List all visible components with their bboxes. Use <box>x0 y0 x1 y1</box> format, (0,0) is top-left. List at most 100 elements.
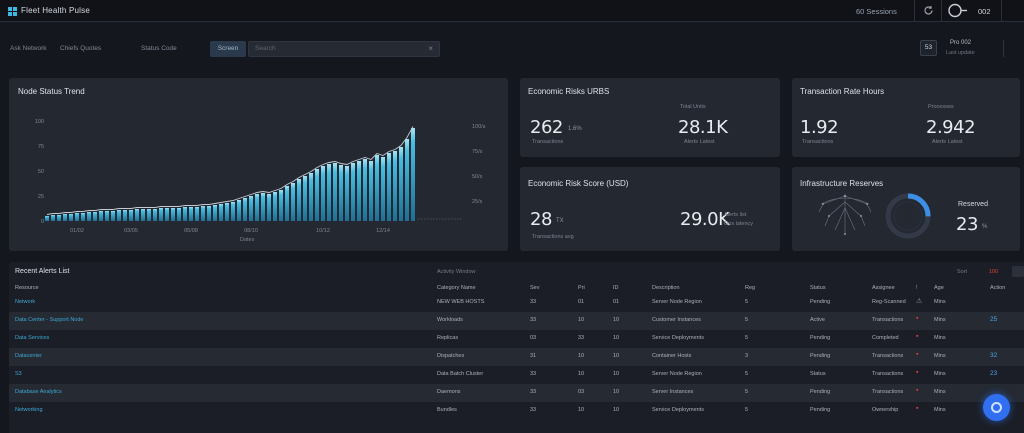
table-cell: Service Deployments <box>652 407 704 413</box>
table-row[interactable]: Datacenter Dispatches 31 10 10 Container Host… <box>9 348 1024 366</box>
table-cell: Replicas <box>437 335 459 341</box>
filter-chip[interactable]: Screen <box>210 41 246 57</box>
reserved-label: Reserved <box>958 201 988 208</box>
column-header[interactable]: Sev <box>530 285 540 291</box>
card-caption: Transactions <box>802 139 834 145</box>
bar <box>81 213 85 221</box>
table-row[interactable]: Data Services Replicas 03 33 10 Service Deplo… <box>9 330 1024 348</box>
table-row[interactable]: Data Center - Support Node Workloads 33 10 1… <box>9 312 1024 330</box>
column-header[interactable]: Pri <box>578 285 585 291</box>
bar <box>351 163 355 221</box>
search-box: × <box>248 41 440 57</box>
bar <box>405 139 409 221</box>
count-indicator[interactable]: 002 <box>978 7 991 16</box>
bar <box>159 208 163 221</box>
bar <box>357 161 361 221</box>
table-cell: 10 <box>578 407 585 413</box>
nav-chiefs-quotes[interactable]: Chiefs Quotes <box>60 45 102 52</box>
chart-title: Node Status Trend <box>18 87 85 96</box>
resource-link[interactable]: Data Center - Support Node <box>15 317 84 323</box>
table-cell: Transactions <box>872 389 904 395</box>
nav-status-code[interactable]: Status Code <box>141 45 177 52</box>
fab-button[interactable] <box>983 394 1010 421</box>
resource-link[interactable]: Data Services <box>15 335 50 341</box>
y2-tick-label: 100/s <box>472 124 486 130</box>
column-header[interactable]: Description <box>652 285 680 291</box>
table-cell: Mins <box>934 299 946 305</box>
bar <box>243 198 247 221</box>
y-tick-label: 50 <box>38 169 44 175</box>
bar <box>369 161 373 221</box>
bar <box>105 211 109 221</box>
bar <box>57 215 61 221</box>
bar <box>123 210 127 221</box>
table-cell: 01 <box>578 299 585 305</box>
bar <box>399 147 403 221</box>
table-cell: Service Deployments <box>652 335 704 341</box>
refresh-icon[interactable] <box>922 4 935 17</box>
table-cell: Transactions <box>872 371 904 377</box>
row-action-count[interactable]: 32 <box>990 352 998 359</box>
alert-icon: ▪ <box>916 405 919 412</box>
table-cell: Mins <box>934 335 946 341</box>
alert-icon: ▪ <box>916 351 919 358</box>
card-title: Infrastructure Reserves <box>800 179 884 188</box>
bar <box>87 212 91 221</box>
reserved-value: 23 <box>956 214 978 235</box>
search-input[interactable] <box>255 45 415 52</box>
table-cell: 10 <box>578 353 585 359</box>
card-caption: Transactions avg <box>532 234 574 240</box>
column-header[interactable]: Status <box>810 285 826 291</box>
row-action-count[interactable]: 25 <box>990 316 998 323</box>
sort-label[interactable]: Sort <box>957 269 968 275</box>
table-cell: 33 <box>530 299 537 305</box>
card-note: Ops latency <box>724 221 754 227</box>
column-header[interactable]: Action <box>990 285 1006 291</box>
sessions-indicator[interactable]: 60 Sessions <box>856 7 897 16</box>
top-bar: Fleet Health Pulse 60 Sessions 002 <box>0 0 1024 22</box>
table-cell: 10 <box>613 407 620 413</box>
card-value: 28 <box>530 209 552 230</box>
resource-link[interactable]: Network <box>15 299 36 305</box>
resource-link[interactable]: Database Analytics <box>15 389 62 395</box>
bar <box>255 194 259 221</box>
card-value: 262 <box>530 117 563 138</box>
table-cell: 33 <box>530 371 537 377</box>
resource-link[interactable]: Networking <box>15 407 43 413</box>
y-tick-label: 100 <box>35 119 44 125</box>
row-action-count[interactable]: 23 <box>990 370 998 377</box>
sort-value[interactable]: 100 <box>989 269 999 275</box>
toggle-icon[interactable] <box>947 3 969 18</box>
grid-logo-icon <box>8 7 17 16</box>
column-header[interactable]: Resource <box>15 285 39 291</box>
bar <box>141 209 145 221</box>
table-cell: Mins <box>934 353 946 359</box>
table-row[interactable]: Networking Bundles 33 10 10 Service Deploymen… <box>9 402 1024 420</box>
bar <box>381 157 385 221</box>
y2-tick-label: 25/s <box>472 199 483 205</box>
bar <box>225 203 229 221</box>
close-icon[interactable]: × <box>428 44 433 53</box>
column-header[interactable]: Reg <box>745 285 756 291</box>
donut-arc <box>907 193 931 217</box>
card-value-secondary: 29.0K <box>680 209 730 230</box>
table-cell: 10 <box>613 335 620 341</box>
resource-link[interactable]: S3 <box>15 371 22 377</box>
column-header[interactable]: Category Name <box>437 285 476 291</box>
resource-link[interactable]: Datacenter <box>15 353 42 359</box>
card-economic-risks <box>520 78 780 157</box>
card-value-secondary: 2.942 <box>926 117 976 138</box>
column-header[interactable]: Assignee <box>872 285 895 291</box>
table-row[interactable]: S3 Data Batch Cluster 33 10 10 Server Node Re… <box>9 366 1024 384</box>
column-header[interactable]: ID <box>613 285 619 291</box>
table-menu-button[interactable] <box>1012 266 1024 277</box>
table-row[interactable]: Network NEW WEB HOSTS 33 01 01 Server Node Re… <box>9 294 1024 312</box>
bar <box>363 159 367 221</box>
bar <box>201 206 205 221</box>
nav-ask-network[interactable]: Ask Network <box>10 45 47 52</box>
notifications-button[interactable]: 53 <box>920 40 937 56</box>
column-header[interactable]: Age <box>934 285 944 291</box>
table-row[interactable]: Database Analytics Daemons 33 03 10 Server In… <box>9 384 1024 402</box>
bar <box>315 169 319 221</box>
column-header[interactable]: ! <box>916 285 918 291</box>
